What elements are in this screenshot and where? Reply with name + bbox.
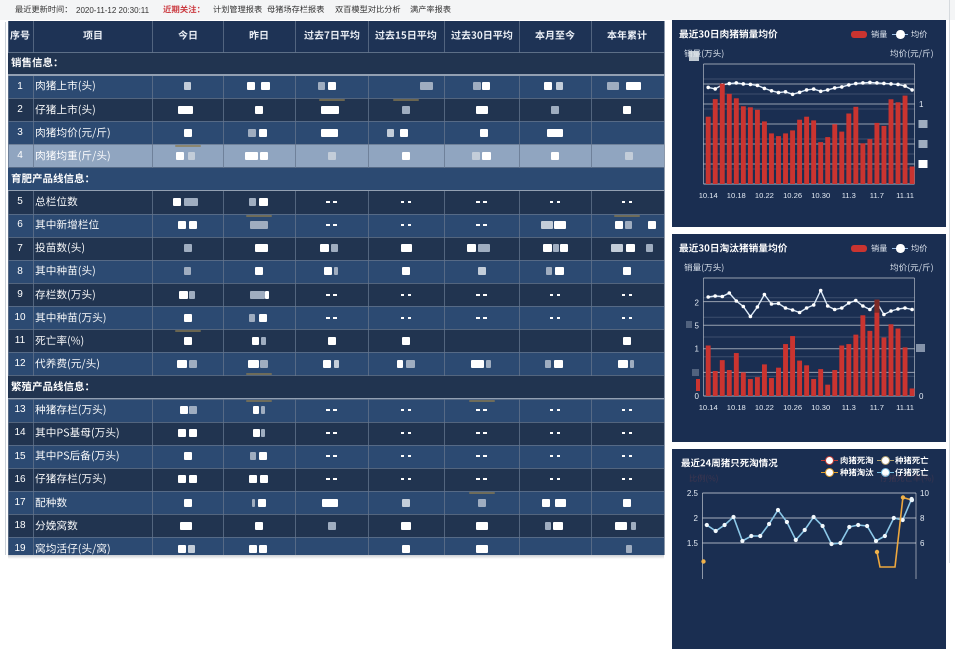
- svg-text:11.7: 11.7: [870, 403, 884, 412]
- svg-text:0: 0: [695, 392, 700, 401]
- svg-text:6: 6: [920, 539, 925, 548]
- svg-text:10.18: 10.18: [727, 191, 746, 200]
- svg-text:10.26: 10.26: [783, 191, 802, 200]
- svg-text:11.3: 11.3: [842, 191, 856, 200]
- svg-text:8: 8: [920, 514, 925, 523]
- svg-text:10.14: 10.14: [699, 191, 718, 200]
- svg-text:2: 2: [694, 514, 699, 523]
- svg-text:10.30: 10.30: [811, 191, 830, 200]
- svg-text:1: 1: [919, 100, 924, 109]
- svg-text:10.22: 10.22: [755, 191, 774, 200]
- svg-text:11.11: 11.11: [896, 403, 914, 412]
- svg-text:0: 0: [919, 392, 924, 401]
- svg-text:11.11: 11.11: [896, 191, 914, 200]
- svg-text:10.18: 10.18: [727, 403, 746, 412]
- svg-text:1: 1: [695, 345, 700, 354]
- svg-text:10.30: 10.30: [811, 403, 830, 412]
- svg-text:2.5: 2.5: [687, 489, 699, 498]
- svg-text:10.22: 10.22: [755, 403, 774, 412]
- svg-text:2: 2: [695, 299, 700, 308]
- svg-text:10.14: 10.14: [699, 403, 718, 412]
- svg-text:11.7: 11.7: [870, 191, 884, 200]
- svg-text:11.3: 11.3: [842, 403, 856, 412]
- svg-text:5: 5: [695, 322, 700, 331]
- svg-text:10.26: 10.26: [783, 403, 802, 412]
- svg-text:1.5: 1.5: [687, 539, 699, 548]
- svg-text:10: 10: [920, 489, 929, 498]
